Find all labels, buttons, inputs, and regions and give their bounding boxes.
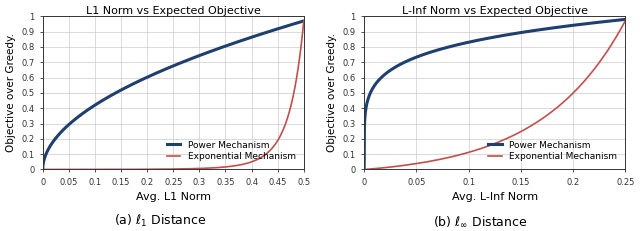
Power Mechanism bbox=[476, 39, 483, 41]
Power Mechanism bbox=[247, 36, 255, 39]
Power Mechanism bbox=[145, 75, 152, 78]
Power Mechanism bbox=[568, 24, 576, 27]
Exponential Mechanism bbox=[476, 148, 483, 151]
Power Mechanism bbox=[466, 41, 474, 43]
Exponential Mechanism bbox=[247, 161, 255, 164]
Power Mechanism bbox=[218, 46, 226, 49]
Exponential Mechanism bbox=[65, 168, 73, 171]
Power Mechanism bbox=[65, 123, 73, 125]
Exponential Mechanism bbox=[243, 162, 250, 165]
Title: L1 Norm vs Expected Objective: L1 Norm vs Expected Objective bbox=[86, 6, 260, 15]
Exponential Mechanism bbox=[39, 168, 47, 171]
Exponential Mechanism bbox=[568, 92, 576, 95]
Exponential Mechanism bbox=[360, 168, 368, 171]
Text: (a) $\ell_1$ Distance: (a) $\ell_1$ Distance bbox=[114, 213, 206, 229]
X-axis label: Avg. L1 Norm: Avg. L1 Norm bbox=[136, 192, 211, 202]
Text: (b) $\ell_\infty$ Distance: (b) $\ell_\infty$ Distance bbox=[433, 215, 527, 229]
Power Mechanism bbox=[300, 20, 308, 22]
Power Mechanism bbox=[387, 69, 395, 71]
Exponential Mechanism bbox=[466, 151, 474, 153]
Y-axis label: Objective over Greedy.: Objective over Greedy. bbox=[327, 33, 337, 152]
X-axis label: Avg. L-Inf Norm: Avg. L-Inf Norm bbox=[452, 192, 538, 202]
Power Mechanism bbox=[360, 168, 368, 171]
Line: Power Mechanism: Power Mechanism bbox=[43, 21, 304, 170]
Exponential Mechanism bbox=[145, 168, 152, 171]
Y-axis label: Objective over Greedy.: Objective over Greedy. bbox=[6, 33, 15, 152]
Power Mechanism bbox=[540, 28, 547, 30]
Power Mechanism bbox=[39, 168, 47, 171]
Power Mechanism bbox=[621, 18, 629, 21]
Power Mechanism bbox=[243, 38, 250, 40]
Power Mechanism bbox=[564, 24, 572, 27]
Exponential Mechanism bbox=[218, 166, 226, 169]
Exponential Mechanism bbox=[540, 116, 547, 119]
Line: Power Mechanism: Power Mechanism bbox=[364, 19, 625, 170]
Exponential Mechanism bbox=[621, 20, 629, 22]
Line: Exponential Mechanism: Exponential Mechanism bbox=[43, 21, 304, 170]
Title: L-Inf Norm vs Expected Objective: L-Inf Norm vs Expected Objective bbox=[402, 6, 588, 15]
Legend: Power Mechanism, Exponential Mechanism: Power Mechanism, Exponential Mechanism bbox=[484, 137, 621, 165]
Exponential Mechanism bbox=[387, 166, 395, 168]
Exponential Mechanism bbox=[154, 168, 161, 171]
Power Mechanism bbox=[154, 71, 161, 74]
Exponential Mechanism bbox=[564, 97, 572, 100]
Legend: Power Mechanism, Exponential Mechanism: Power Mechanism, Exponential Mechanism bbox=[163, 137, 300, 165]
Exponential Mechanism bbox=[300, 20, 308, 22]
Line: Exponential Mechanism: Exponential Mechanism bbox=[364, 21, 625, 170]
